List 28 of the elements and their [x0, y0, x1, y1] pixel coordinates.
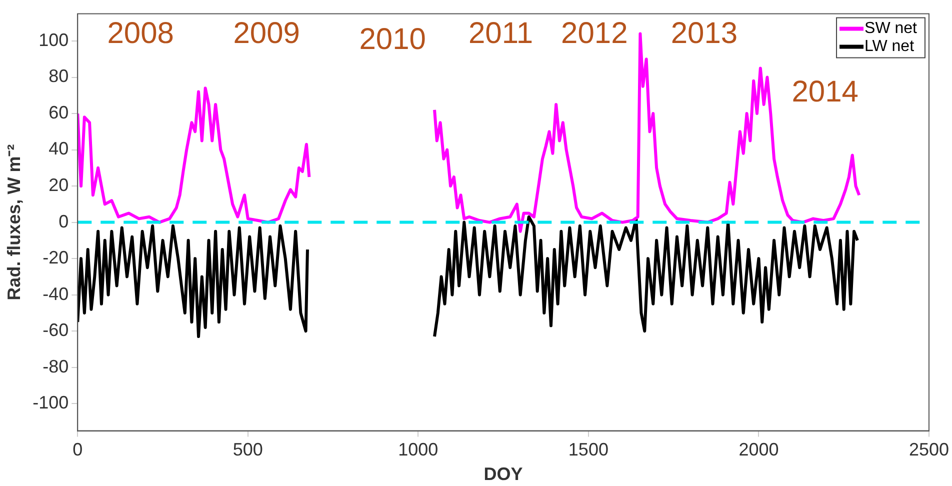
legend-label: LW net: [864, 38, 915, 56]
y-tick-label: 80: [48, 66, 69, 86]
x-tick-label: 1000: [398, 440, 438, 460]
x-axis-title: DOY: [484, 464, 523, 484]
y-axis-title: Rad. fluxes, W m⁻²: [4, 144, 24, 300]
y-tick-label: 40: [48, 138, 69, 159]
y-tick-label: -80: [42, 356, 69, 376]
y-tick-label: -100: [32, 392, 69, 413]
y-tick-label: 60: [48, 102, 69, 122]
x-tick-label: 500: [232, 440, 263, 460]
annotation: 2013: [670, 16, 738, 50]
annotation: 2012: [561, 16, 628, 50]
annotation: 2010: [359, 23, 426, 56]
x-tick-label: 1500: [568, 440, 608, 460]
annotation: 2014: [792, 75, 858, 108]
annotation: 2008: [107, 16, 174, 50]
y-tick-label: 0: [58, 211, 69, 232]
x-tick-label: 0: [72, 440, 83, 460]
annotation: 2011: [468, 16, 534, 50]
x-tick-label: 2500: [908, 440, 949, 460]
x-tick-label: 2000: [738, 440, 779, 460]
annotation: 2009: [233, 16, 300, 50]
y-tick-label: -40: [42, 284, 69, 304]
legend-label: SW net: [864, 20, 918, 38]
y-tick-label: 20: [48, 175, 69, 196]
y-tick-label: 100: [38, 30, 69, 50]
y-tick-label: -20: [42, 248, 69, 268]
y-tick-label: -60: [42, 320, 69, 340]
